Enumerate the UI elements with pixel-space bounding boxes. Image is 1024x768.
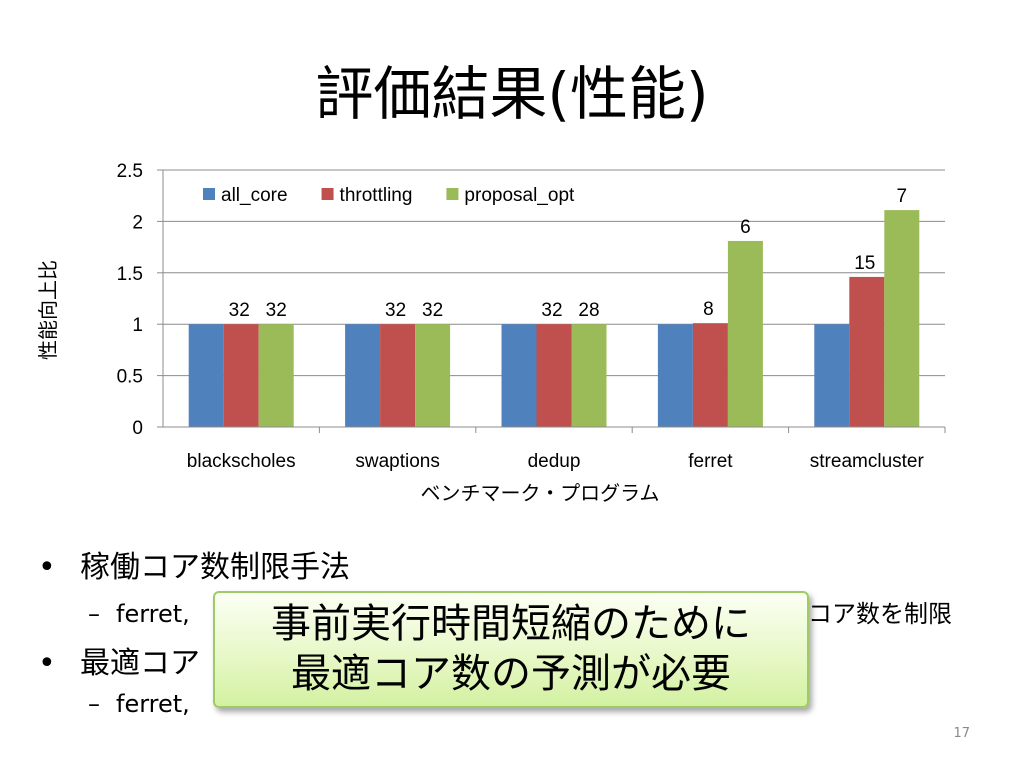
legend-swatch-throttling [321, 188, 334, 200]
x-tick-label: streamcluster [810, 451, 925, 472]
legend-label-throttling: throttling [340, 185, 413, 206]
bullet-item-2: • 最適コア [38, 646, 200, 681]
legend-swatch-all_core [203, 188, 215, 200]
callout-line-2: 最適コア数の予測が必要 [291, 651, 731, 697]
bar-proposal_opt [884, 210, 920, 427]
bar-proposal_opt [415, 324, 451, 427]
bar-chart: 32 32 32 32 32 28 8 6 15 7 0 0.5 1 1.5 2 2.5 blackschol… [37, 161, 946, 505]
data-label: 32 [229, 300, 250, 321]
data-label: 32 [541, 300, 562, 321]
bullet-text: 稼働コア数制限手法 [80, 550, 350, 585]
bar-proposal_opt [258, 324, 294, 427]
callout-box: 事前実行時間短縮のために 最適コア数の予測が必要 [213, 591, 809, 708]
data-label: 32 [385, 300, 406, 321]
legend-label-proposal_opt: proposal_opt [464, 185, 575, 206]
data-label: 32 [422, 300, 443, 321]
callout-line-1: 事前実行時間短縮のために [271, 601, 751, 647]
x-axis-label: ベンチマーク・プログラム [421, 482, 660, 505]
bar-proposal_opt [727, 240, 763, 427]
x-tick-label: blackscholes [187, 451, 296, 472]
legend-swatch-proposal_opt [446, 188, 459, 200]
bullet-text: 最適コア [80, 646, 200, 681]
y-tick-label: 2 [132, 212, 143, 233]
y-tick-label: 0.5 [117, 367, 143, 388]
y-tick-label: 0 [132, 418, 143, 439]
bar-throttling [223, 324, 259, 427]
bar-throttling [849, 276, 885, 427]
bar-proposal_opt [571, 324, 607, 427]
x-tick-label: swaptions [355, 451, 440, 472]
x-tick-label: ferret [688, 451, 733, 472]
y-tick-label: 2.5 [117, 161, 143, 182]
x-tick-label: dedup [528, 451, 581, 472]
sub-bullet-item-1: – ferret, [88, 600, 190, 628]
bar-all_core [814, 324, 850, 427]
y-axis-label: 性能向上比 [37, 260, 60, 360]
bar-all_core [188, 324, 224, 427]
data-label: 15 [854, 253, 875, 274]
bar-all_core [501, 324, 537, 427]
y-tick-label: 1 [132, 315, 143, 336]
slide-number: 17 [953, 726, 970, 741]
legend-label-all_core: all_core [221, 185, 288, 206]
bar-throttling [380, 324, 416, 427]
bar-throttling [536, 324, 572, 427]
data-label: 28 [578, 300, 599, 321]
bar-all_core [345, 324, 381, 427]
y-tick-label: 1.5 [117, 264, 143, 285]
bullet-item-1: • 稼働コア数制限手法 [38, 550, 350, 585]
data-label: 32 [266, 300, 287, 321]
bar-all_core [657, 324, 693, 427]
data-label: 8 [703, 299, 714, 320]
bar-throttling [692, 323, 728, 427]
sub-bullet-tail: コア数を制限 [808, 600, 952, 628]
sub-bullet-text: ferret, [116, 600, 190, 628]
sub-bullet-item-2: – ferret, [88, 690, 190, 718]
data-label: 6 [740, 217, 751, 238]
data-label: 7 [897, 186, 908, 207]
slide-title: 評価結果(性能) [315, 60, 709, 128]
sub-bullet-text: ferret, [116, 690, 190, 718]
